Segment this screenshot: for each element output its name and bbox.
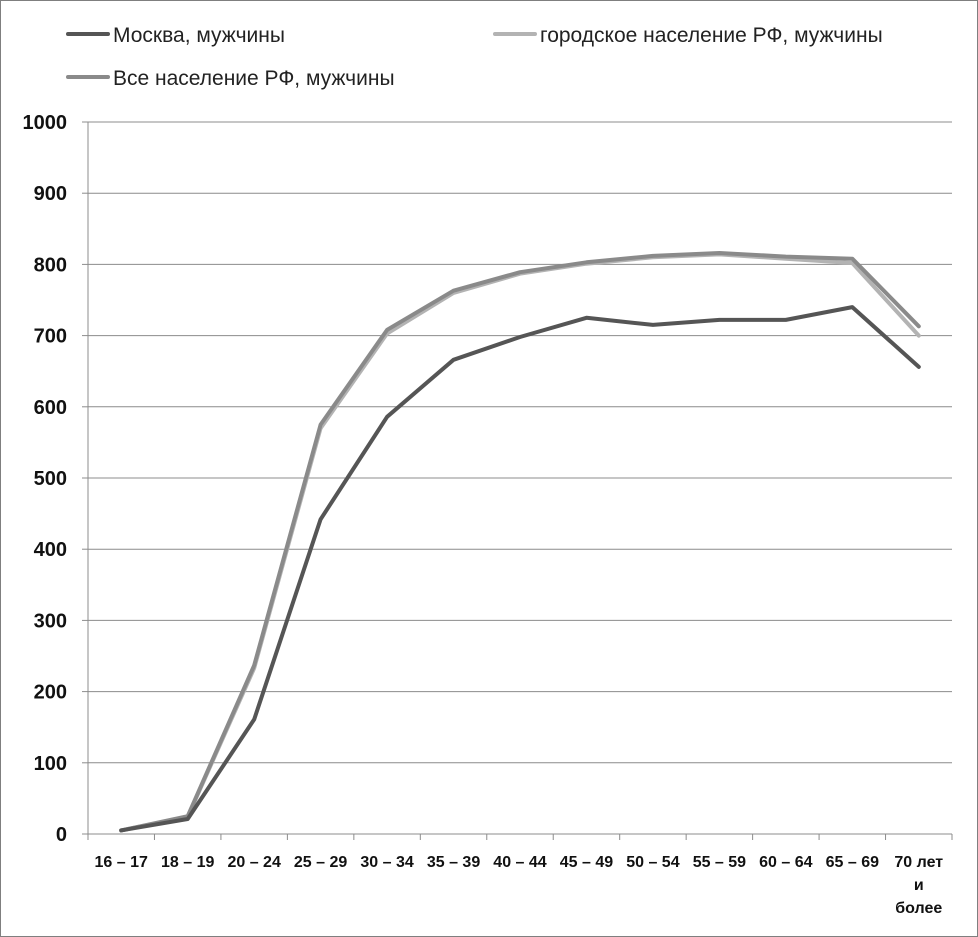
y-tick-label: 500 — [34, 468, 67, 490]
legend-label: Москва, мужчины — [113, 24, 285, 47]
x-tick-label: 45 – 49 — [560, 854, 613, 871]
x-tick-label: 40 – 44 — [493, 854, 546, 871]
y-tick-label: 1000 — [23, 112, 68, 134]
x-tick-label: 18 – 19 — [161, 854, 214, 871]
axes — [82, 121, 953, 840]
x-tick-label: 16 – 17 — [95, 854, 148, 871]
x-tick-label: 35 – 39 — [427, 854, 480, 871]
x-tick-label: 60 – 64 — [759, 854, 812, 871]
x-tick-label: 70 лет и более — [894, 854, 943, 917]
legend-label: городское население РФ, мужчины — [540, 24, 883, 47]
x-tick-label: 50 – 54 — [626, 854, 679, 871]
y-tick-label: 200 — [34, 682, 67, 704]
series-line — [119, 252, 921, 833]
x-tick-label: 30 – 34 — [360, 854, 413, 871]
series-line — [119, 305, 921, 833]
series-lines — [119, 251, 921, 833]
x-tick-label: 55 – 59 — [693, 854, 746, 871]
x-tick-label: 20 – 24 — [227, 854, 280, 871]
x-axis-ticks: 16 – 17 18 – 19 20 – 24 25 – 29 30 – 34 35 – … — [95, 854, 944, 917]
legend-label: Все население РФ, мужчины — [113, 67, 395, 90]
x-tick-label: 65 – 69 — [826, 854, 879, 871]
legend: Москва, мужчины городское население РФ, м… — [66, 24, 883, 90]
y-tick-label: 700 — [34, 326, 67, 348]
y-tick-label: 800 — [34, 254, 67, 276]
x-tick-label: 25 – 29 — [294, 854, 347, 871]
y-tick-label: 300 — [34, 610, 67, 632]
y-tick-label: 400 — [34, 539, 67, 561]
gridlines — [88, 121, 952, 764]
y-tick-label: 900 — [34, 183, 67, 205]
y-tick-label: 100 — [34, 753, 67, 775]
y-axis-ticks: 0 100 200 300 400 500 600 700 800 900 1000 — [23, 112, 68, 846]
y-tick-label: 600 — [34, 397, 67, 419]
series-line — [119, 251, 921, 833]
y-tick-label: 0 — [56, 824, 67, 846]
